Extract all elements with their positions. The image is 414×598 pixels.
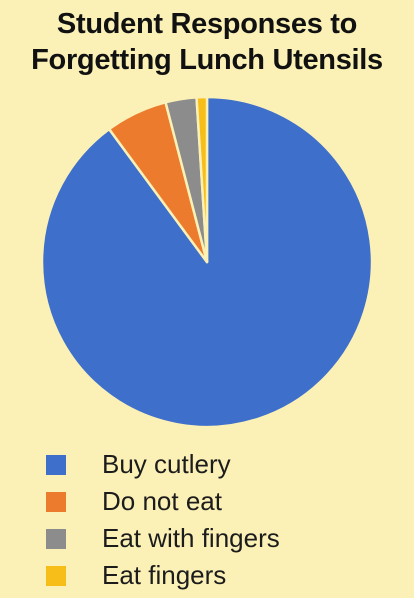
legend-swatch [46, 454, 66, 475]
legend-swatch [46, 528, 66, 549]
chart-title: Student Responses to Forgetting Lunch Ut… [0, 6, 414, 78]
legend-label: Do not eat [102, 486, 222, 516]
legend-label: Buy cutlery [102, 449, 231, 479]
chart-title-line-1: Student Responses to [56, 8, 358, 40]
legend-item: Eat with fingers [46, 520, 280, 557]
pie-slice-3 [195, 95, 209, 264]
pie-chart [40, 95, 374, 429]
legend-swatch [46, 565, 66, 586]
legend-swatch [46, 491, 66, 512]
legend: Buy cutlery Do not eat Eat with fingers Eat… [46, 446, 280, 594]
legend-item: Do not eat [46, 483, 280, 520]
chart-title-line-2: Forgetting Lunch Utensils [31, 44, 383, 76]
legend-label: Eat with fingers [102, 523, 280, 553]
legend-item: Eat fingers [46, 557, 280, 594]
legend-label: Eat fingers [102, 560, 227, 590]
legend-item: Buy cutlery [46, 446, 280, 483]
